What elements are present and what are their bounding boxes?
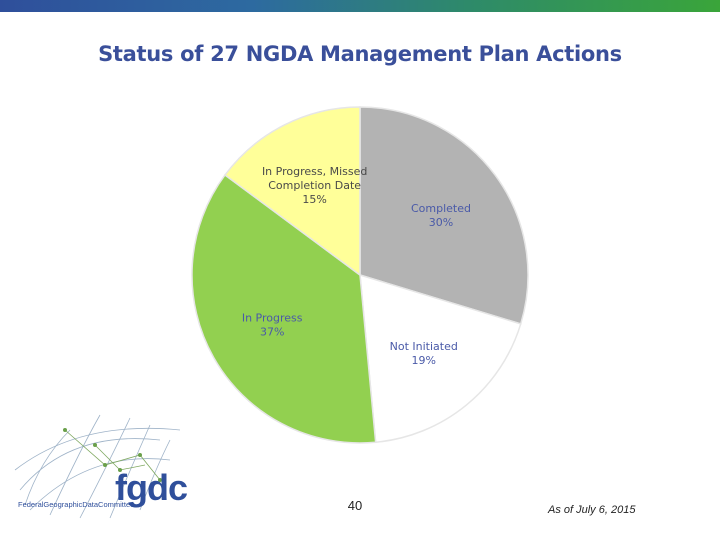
chart-title: Status of 27 NGDA Management Plan Action… (98, 42, 622, 66)
pie-slice-label-0: Completed 30% (411, 202, 471, 229)
pie-slice-2 (191, 173, 377, 444)
pie-slice-0 (359, 106, 529, 325)
fgdc-subtitle: FederalGeographicDataCommittee (18, 500, 135, 509)
top-gradient-bar (0, 0, 720, 12)
page-number: 40 (347, 498, 363, 513)
pie-slice-label-2: In Progress 37% (242, 311, 303, 338)
fgdc-globe-icon (14, 414, 181, 519)
pie-slice-3 (223, 106, 361, 277)
fgdc-wordmark: fgdc (115, 467, 188, 508)
pie-slice-label-3: In Progress, Missed Completion Date 15% (262, 165, 367, 206)
pie-slice-label-1: Not Initiated 19% (390, 340, 458, 367)
as-of-date: As of July 6, 2015 (548, 504, 636, 516)
pie-slice-1 (359, 273, 522, 444)
